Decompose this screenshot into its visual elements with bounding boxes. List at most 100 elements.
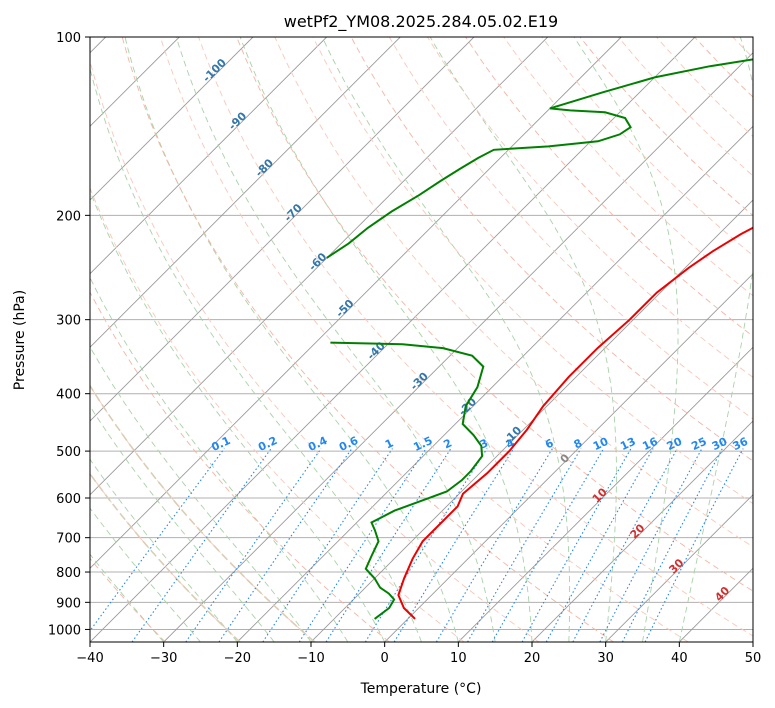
- mixing-ratio-line: [262, 448, 393, 642]
- isotherm-label: -30: [408, 370, 431, 393]
- moist-adiabat: [321, 37, 571, 642]
- mixing-ratio-line: [90, 448, 225, 632]
- moist-adiabat: [678, 37, 753, 642]
- dry-adiabat: [732, 37, 753, 59]
- dry-adiabat: [121, 37, 614, 642]
- isotherm-gridline: [310, 199, 753, 642]
- axes: −40 −30 −20 −10 0 10 20 30 40 5010020030040050060…: [48, 31, 761, 666]
- x-tick-label: 10: [450, 651, 467, 666]
- dry-adiabat: [159, 37, 689, 642]
- moist-adiabat: [124, 37, 459, 642]
- isotherm-gridline: [90, 37, 401, 348]
- dry-adiabat-highlight: [90, 384, 316, 642]
- isotherm-label: -80: [253, 156, 276, 179]
- mixing-ratio-line: [572, 448, 678, 642]
- mixing-ratio-line: [325, 448, 452, 642]
- y-axis-label: Pressure (hPa): [12, 290, 28, 390]
- isotherm-gridline: [90, 37, 328, 275]
- x-tick-label: 30: [597, 651, 614, 666]
- moist-adiabat: [573, 37, 679, 642]
- mixing-ratio-label: 13: [618, 435, 637, 453]
- mixing-ratio-line: [599, 448, 703, 642]
- dry-adiabat: [90, 186, 465, 642]
- isotherm-gridline: [90, 37, 475, 422]
- freezing-label: 0: [558, 451, 573, 466]
- moist-adiabat: [429, 37, 617, 642]
- mixing-ratio-label: 25: [689, 435, 708, 453]
- isotherm-gridline: [90, 37, 696, 642]
- mixing-ratio-label: 36: [731, 435, 751, 453]
- isotherm-label: -50: [333, 297, 356, 320]
- mixing-ratio-line: [298, 448, 427, 642]
- moist-adiabat: [90, 346, 312, 642]
- mixing-ratio-label: 2: [442, 436, 454, 451]
- x-tick-label: −40: [76, 651, 103, 666]
- dry-adiabat: [694, 37, 753, 98]
- mixing-ratio-label: 30: [710, 435, 730, 453]
- dry-adiabat: [274, 37, 753, 548]
- moist-adiabat: [90, 458, 238, 642]
- moist-adiabat: [175, 37, 496, 642]
- dry-adiabat: [541, 37, 753, 257]
- moist-adiabat: [90, 66, 422, 642]
- y-tick-label: 700: [56, 532, 81, 547]
- y-tick-label: 300: [56, 314, 81, 329]
- moist-adiabat: [90, 553, 165, 642]
- x-tick-label: 40: [671, 651, 688, 666]
- isotherm-gridline: [384, 273, 753, 642]
- dry-adiabat: [90, 473, 241, 642]
- isotherm-gridline: [90, 37, 549, 496]
- isotherm-label-warm: 40: [712, 584, 732, 604]
- moist-adiabat: [90, 507, 201, 642]
- isotherm-gridline: [163, 52, 753, 642]
- dry-adiabat: [350, 37, 753, 462]
- isotherm-gridline: [90, 37, 622, 569]
- mixing-ratio-line: [491, 448, 605, 642]
- mixing-ratio-line: [435, 448, 553, 642]
- isotherm-gridline: [457, 346, 753, 642]
- y-tick-label: 200: [56, 209, 81, 224]
- plot-frame: [89, 36, 754, 643]
- y-tick-label: 800: [56, 566, 81, 581]
- moist-adiabat: [90, 405, 275, 642]
- isotherm-label: -70: [282, 201, 305, 224]
- dry-adiabat: [198, 37, 753, 637]
- isotherm-label: -20: [456, 395, 479, 418]
- dry-adiabat-highlight: [90, 472, 241, 642]
- isotherm-gridline: [752, 641, 753, 642]
- mixing-ratio-line: [644, 448, 744, 642]
- isotherm-label-warm: 30: [666, 556, 686, 576]
- isotherm-label: -100: [200, 56, 229, 85]
- x-tick-label: −30: [150, 651, 177, 666]
- y-tick-label: 900: [56, 596, 81, 611]
- isotherm-gridline: [236, 125, 753, 642]
- dewpoint-profile-lower: [330, 341, 485, 620]
- isotherm-label-warm: 10: [590, 485, 610, 505]
- moist-adiabat: [239, 37, 533, 642]
- mixing-ratio-line: [621, 448, 723, 642]
- dry-adiabat: [90, 291, 390, 642]
- dry-adiabat: [427, 37, 753, 378]
- y-tick-label: 400: [56, 388, 81, 403]
- chart-title: wetPf2_YM08.2025.284.05.02.E19: [284, 12, 558, 32]
- isotherm-gridline: [90, 37, 254, 201]
- mixing-ratio-line: [185, 448, 322, 642]
- dewpoint-profile-upper: [326, 58, 753, 259]
- y-tick-label: 500: [56, 445, 81, 460]
- x-tick-label: 0: [381, 651, 389, 666]
- isotherm-label: -10: [501, 424, 524, 447]
- x-tick-label: −20: [224, 651, 251, 666]
- dry-adiabat: [388, 37, 753, 420]
- mixing-ratio-label: 16: [640, 435, 660, 453]
- dry-adiabat: [656, 37, 753, 138]
- isotherm-gridline: [531, 420, 753, 642]
- moist-adiabat: [90, 190, 386, 642]
- mixing-ratio-line: [218, 448, 353, 642]
- mixing-ratio-label: 1: [383, 436, 395, 451]
- dry-adiabat: [503, 37, 753, 297]
- x-tick-label: 20: [524, 651, 541, 666]
- x-axis-label: Temperature (°C): [360, 681, 482, 697]
- dry-adiabat: [90, 384, 315, 642]
- dry-adiabat: [90, 59, 540, 642]
